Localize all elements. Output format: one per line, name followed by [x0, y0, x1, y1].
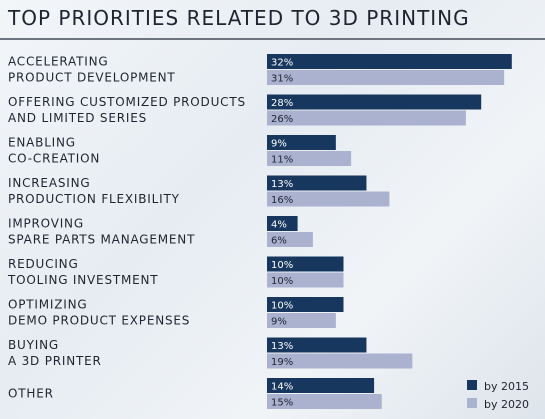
- category-label: REDUCING: [8, 257, 79, 271]
- category-label: SPARE PARTS MANAGEMENT: [8, 233, 195, 247]
- bar-value-label: 26%: [271, 114, 293, 125]
- bar-by-2015: [267, 297, 344, 312]
- legend-label: by 2015: [484, 380, 529, 393]
- bar-by-2020: [267, 151, 352, 166]
- bar-value-label: 6%: [271, 236, 287, 247]
- category-label: INCREASING: [8, 176, 90, 190]
- bar-by-2015: [267, 216, 298, 231]
- category-label: BUYING: [8, 338, 59, 352]
- bar-value-label: 13%: [271, 179, 293, 190]
- category-label: OTHER: [8, 387, 54, 401]
- bar-value-label: 15%: [271, 398, 293, 409]
- category-label: ENABLING: [8, 136, 76, 150]
- bar-by-2015: [267, 54, 512, 69]
- bar-by-2015: [267, 94, 482, 110]
- bar-by-2015: [267, 135, 336, 150]
- category-label: OFFERING CUSTOMIZED PRODUCTS: [8, 95, 246, 109]
- bar-by-2020: [267, 272, 344, 288]
- bar-value-label: 4%: [271, 220, 287, 231]
- bar-value-label: 31%: [271, 74, 293, 85]
- bar-by-2015: [267, 175, 367, 191]
- bar-value-label: 13%: [271, 341, 293, 352]
- category-label: ACCELERATING: [8, 55, 108, 69]
- bar-value-label: 10%: [271, 260, 293, 271]
- bar-value-label: 10%: [271, 276, 293, 287]
- bar-by-2020: [267, 232, 313, 247]
- title-divider: [0, 38, 545, 40]
- bar-by-2015: [267, 337, 367, 353]
- category-label: OPTIMIZING: [8, 298, 87, 312]
- bar-value-label: 14%: [271, 382, 293, 393]
- category-label: PRODUCTION FLEXIBILITY: [8, 192, 180, 206]
- bar-value-label: 16%: [271, 195, 293, 206]
- bar-value-label: 10%: [271, 301, 293, 312]
- category-label: DEMO PRODUCT EXPENSES: [8, 314, 190, 328]
- category-label: CO-CREATION: [8, 152, 100, 166]
- bar-value-label: 11%: [271, 155, 293, 166]
- chart-title: TOP PRIORITIES RELATED TO 3D PRINTING: [8, 6, 470, 30]
- bar-value-label: 32%: [271, 58, 293, 69]
- category-label: AND LIMITED SERIES: [8, 111, 147, 125]
- legend-swatch: [467, 380, 477, 390]
- bar-by-2020: [267, 353, 413, 369]
- bar-value-label: 9%: [271, 139, 287, 150]
- bar-value-label: 9%: [271, 317, 287, 328]
- bar-value-label: 19%: [271, 357, 293, 368]
- category-label: A 3D PRINTER: [8, 354, 102, 368]
- category-label: PRODUCT DEVELOPMENT: [8, 71, 176, 85]
- category-label: TOOLING INVESTMENT: [7, 273, 158, 287]
- bar-by-2015: [267, 378, 375, 393]
- bar-by-2020: [267, 313, 336, 328]
- bar-value-label: 28%: [271, 98, 293, 109]
- bar-by-2020: [267, 70, 505, 85]
- bar-by-2020: [267, 191, 390, 207]
- category-label: IMPROVING: [8, 217, 84, 231]
- legend-swatch: [467, 398, 477, 408]
- bar-by-2015: [267, 256, 344, 272]
- legend-label: by 2020: [484, 398, 529, 411]
- bar-by-2020: [267, 394, 382, 409]
- bar-by-2020: [267, 110, 466, 126]
